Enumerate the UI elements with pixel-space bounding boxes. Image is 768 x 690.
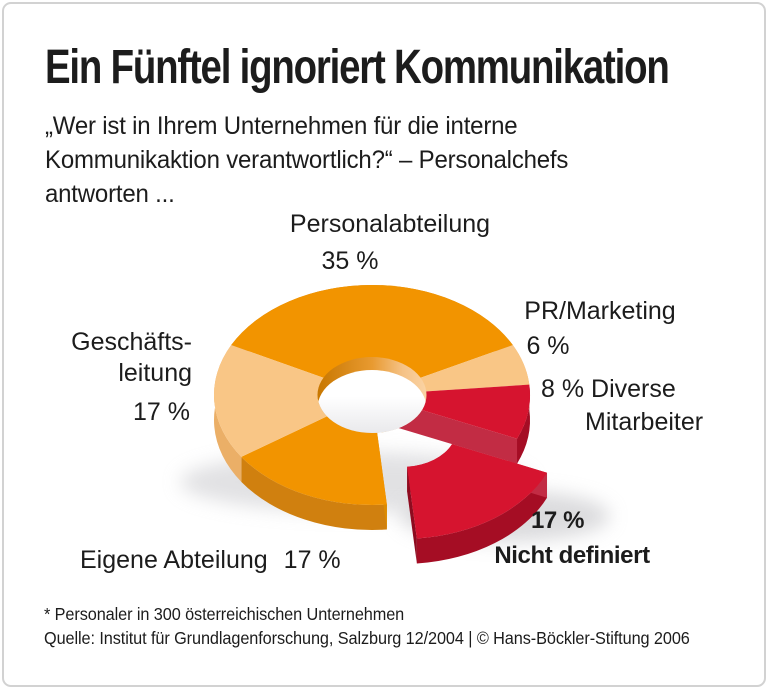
- segment-label-diverse-mitarbeiter-line1: 8 % Diverse: [541, 375, 676, 403]
- segment-label-pr-marketing: PR/Marketing: [524, 297, 676, 325]
- segment-label-personalabteilung: Personalabteilung: [289, 210, 491, 238]
- segment-value-eigene-abteilung: 17 %: [283, 546, 341, 574]
- page-title: Ein Fünftel ignoriert Kommunikation: [45, 41, 670, 94]
- chart-subtitle: „Wer ist in Ihrem Unternehmen für die in…: [45, 109, 568, 211]
- segment-value-pr-marketing: 6 %: [526, 332, 570, 360]
- segment-value-nicht-definiert: 17 %: [530, 507, 585, 534]
- subtitle-line: „Wer ist in Ihrem Unternehmen für die in…: [45, 112, 518, 140]
- segment-value-geschaeftsleitung: 17 %: [133, 398, 190, 426]
- segment-label-eigene-abteilung: Eigene Abteilung 17 %: [80, 546, 341, 574]
- subtitle-line: antworten ...: [45, 180, 175, 208]
- segment-label-diverse-mitarbeiter-line2: Mitarbeiter: [585, 408, 704, 436]
- source-line: Quelle: Institut für Grundlagenforschung…: [44, 628, 690, 648]
- footnote: * Personaler in 300 österreichischen Unt…: [44, 604, 405, 624]
- segment-label-nicht-definiert: Nicht definiert: [494, 542, 650, 569]
- segment-value-personalabteilung: 35 %: [321, 247, 379, 275]
- subtitle-line: Kommunikaktion verantwortlich?“ – Person…: [45, 146, 569, 174]
- donut-chart-layers: [180, 284, 610, 564]
- segment-label-geschaeftsleitung: Geschäfts- leitung: [71, 328, 192, 387]
